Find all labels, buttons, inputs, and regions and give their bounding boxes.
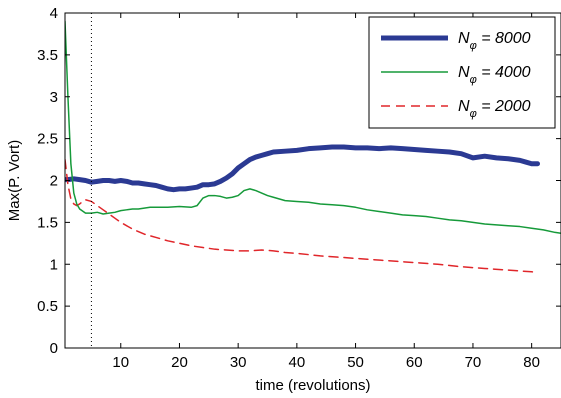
x-tick-label: 70 [465, 354, 482, 371]
x-tick-label: 10 [112, 354, 129, 371]
y-axis-label: Max(P. Vort) [6, 140, 23, 221]
y-tick-label: 2.5 [37, 131, 58, 148]
legend-label-8000: Nφ = 8000 [458, 30, 531, 52]
y-tick-label: 4 [50, 5, 58, 22]
tick-layer: 10 20 30 40 50 60 70 80 0 0.5 1 1.5 2 2.5 3 3.5 4 [37, 5, 561, 371]
series-layer [65, 20, 561, 274]
legend-label-2000: Nφ = 2000 [458, 98, 531, 120]
x-tick-label: 50 [347, 354, 364, 371]
x-axis-label: time (revolutions) [255, 377, 370, 394]
x-tick-label: 30 [230, 354, 247, 371]
y-tick-label: 2 [50, 173, 58, 190]
y-tick-label: 0 [50, 340, 58, 357]
y-tick-label: 1 [50, 256, 58, 273]
y-tick-label: 3.5 [37, 47, 58, 64]
y-tick-label: 1.5 [37, 214, 58, 231]
series-line-2000 [65, 158, 539, 274]
series-line-4000 [65, 20, 561, 235]
legend: Nφ = 8000 Nφ = 4000 Nφ = 2000 [368, 16, 556, 129]
x-tick-label: 40 [289, 354, 306, 371]
legend-label-4000: Nφ = 4000 [458, 64, 531, 86]
x-tick-label: 20 [171, 354, 188, 371]
y-tick-label: 3 [50, 89, 58, 106]
y-tick-label: 0.5 [37, 298, 58, 315]
x-tick-label: 80 [523, 354, 540, 371]
x-tick-label: 60 [406, 354, 423, 371]
series-line-8000 [65, 144, 541, 193]
